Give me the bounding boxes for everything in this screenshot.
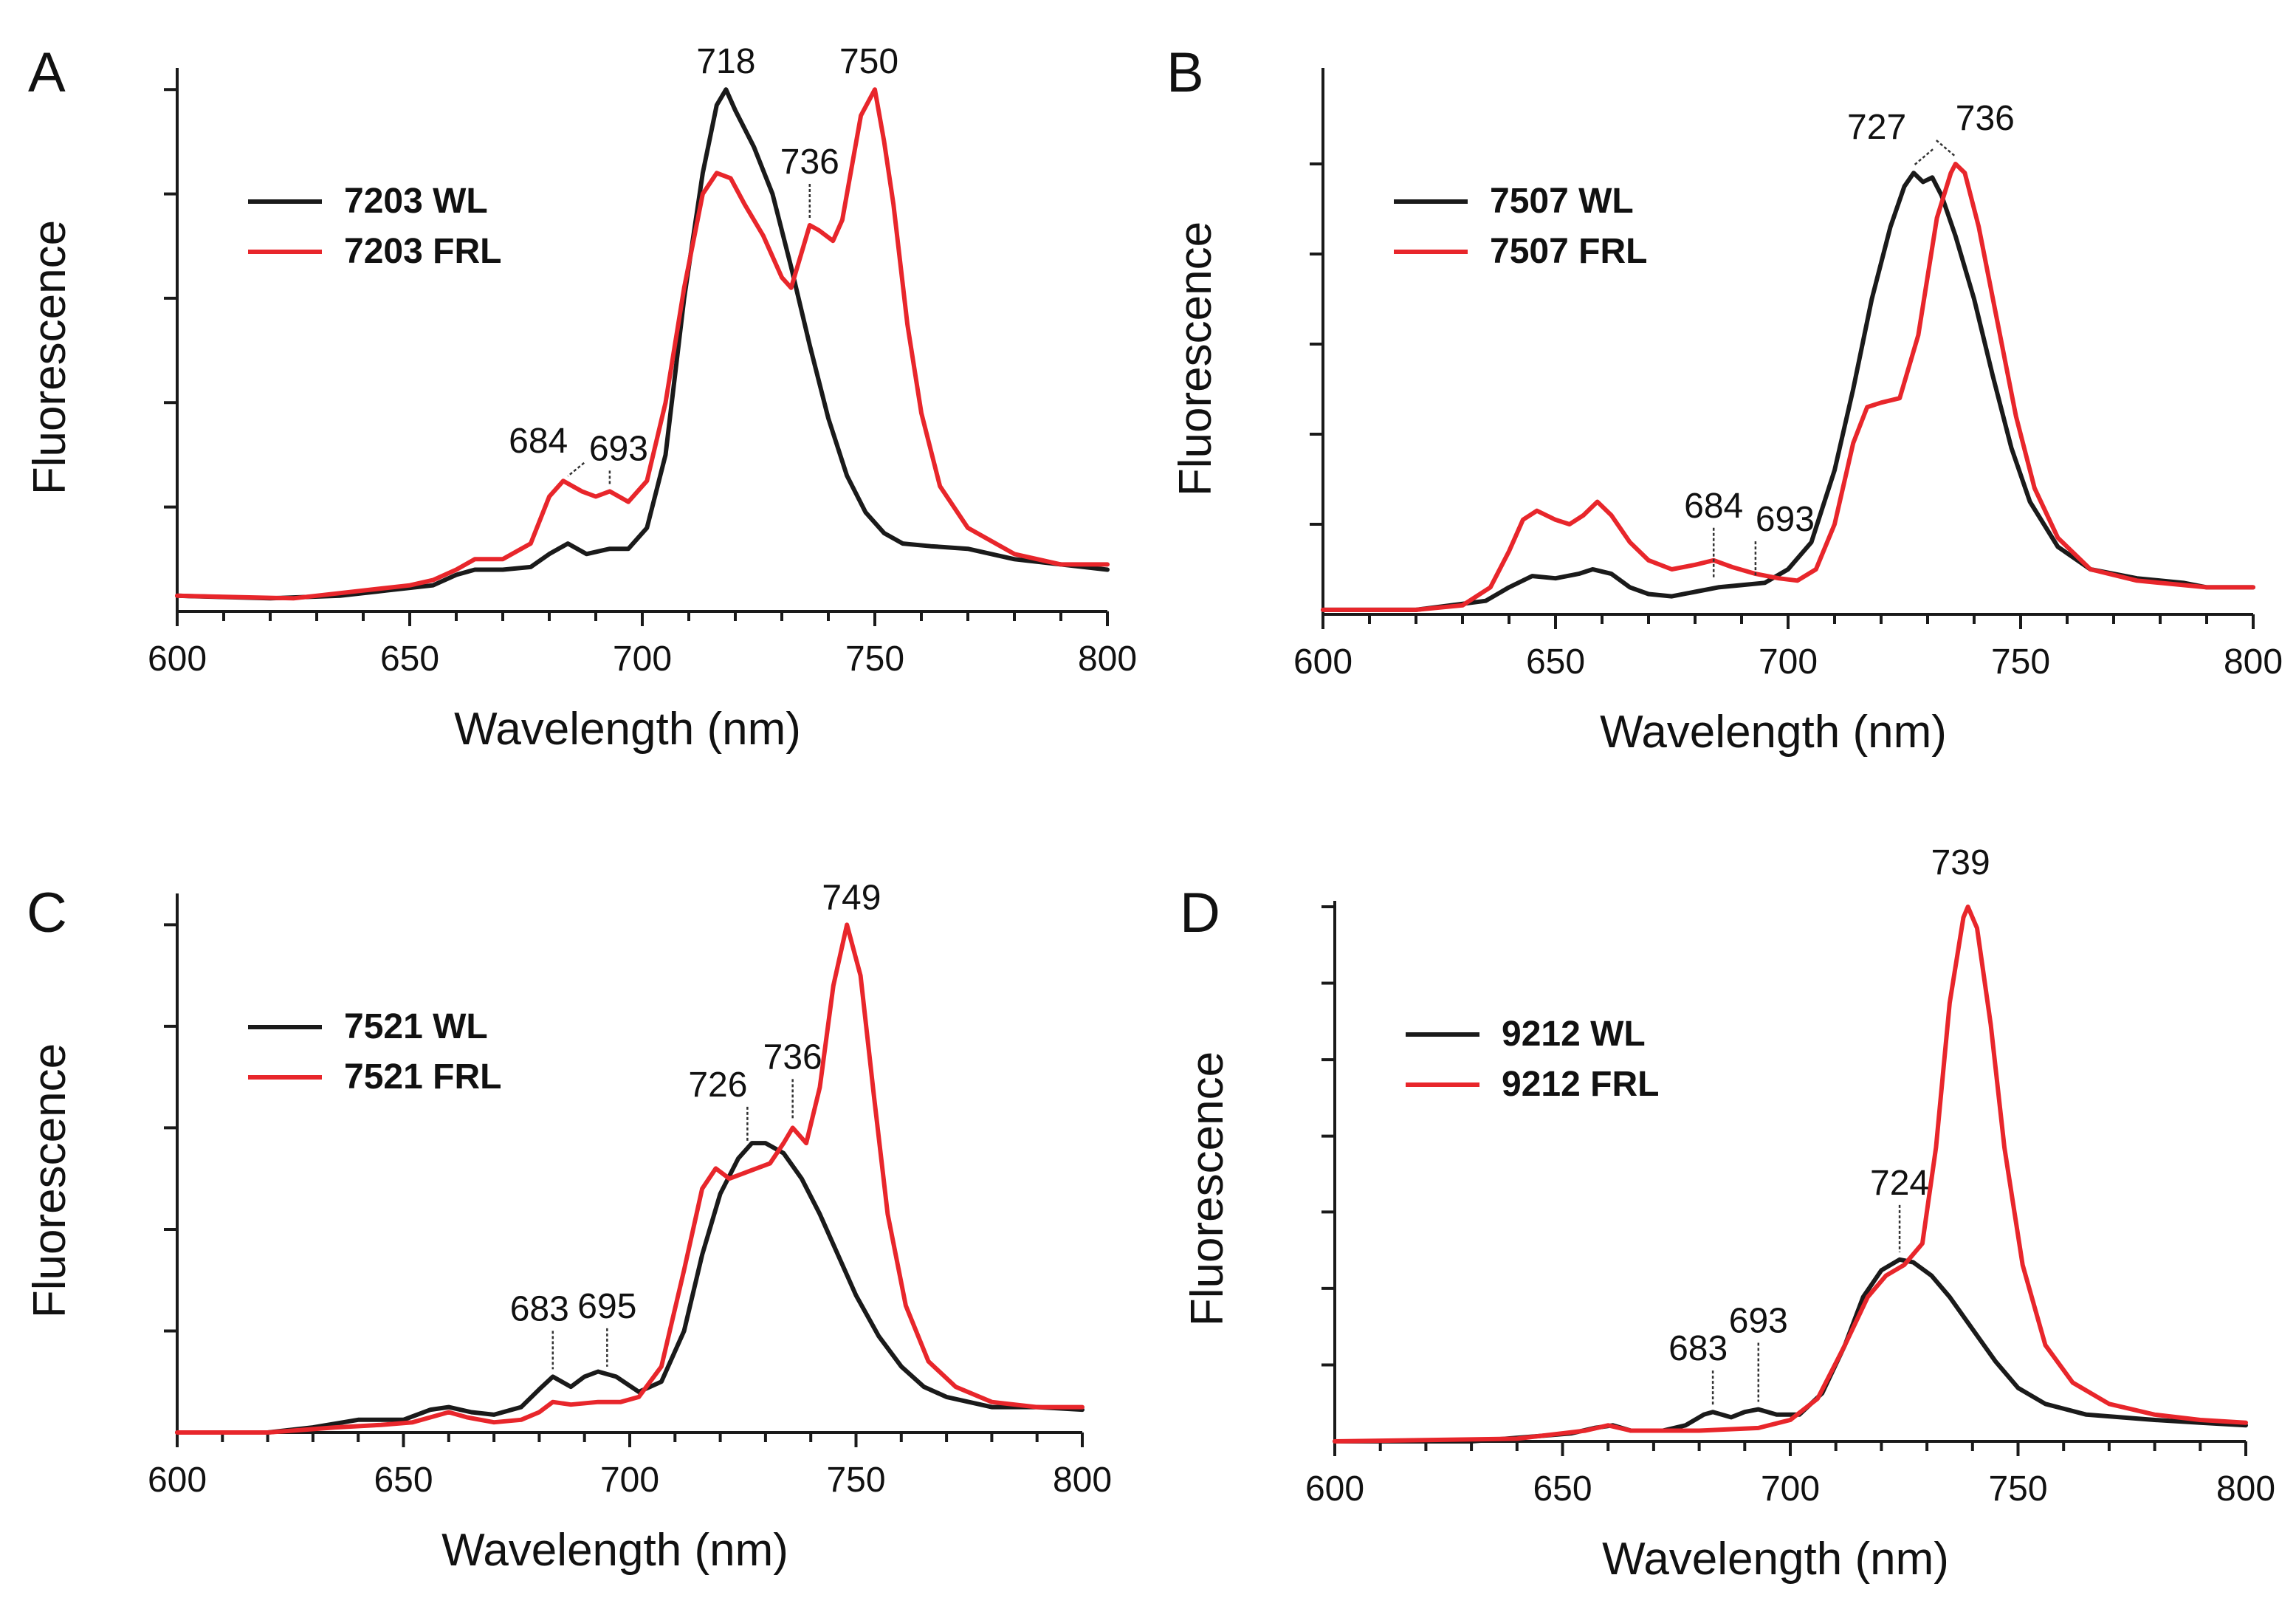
x-tick-label: 600 <box>1305 1469 1364 1509</box>
peak-annotation-label: 750 <box>839 42 898 81</box>
x-axis-title: Wavelength (nm) <box>1600 707 1947 758</box>
series-line-7203-wl <box>175 87 1110 601</box>
peak-annotation-label: 726 <box>688 1066 747 1105</box>
x-tick-label: 600 <box>148 639 207 679</box>
legend-label: 9212 FRL <box>1502 1065 1659 1104</box>
y-axis-title: Fluorescence <box>24 1043 75 1318</box>
x-tick-label: 800 <box>2216 1469 2275 1509</box>
peak-annotation-label: 684 <box>1684 487 1743 526</box>
x-tick-label: 750 <box>845 639 904 679</box>
peak-annotation-label: 736 <box>1956 99 2015 138</box>
x-tick-label: 800 <box>1078 639 1137 679</box>
y-axis-title: Fluorescence <box>1170 222 1221 496</box>
panel-letter: A <box>28 41 66 104</box>
x-tick-label: 700 <box>1761 1469 1820 1509</box>
x-tick-label: 700 <box>1759 642 1818 682</box>
legend-label: 7203 FRL <box>344 232 501 271</box>
peak-annotation-label: 684 <box>509 422 568 461</box>
legend-label: 9212 WL <box>1502 1015 1646 1054</box>
series-line-7521-frl <box>175 922 1085 1435</box>
series-line-7507-frl <box>1321 162 2255 612</box>
x-tick-label: 650 <box>374 1461 433 1500</box>
x-tick-label: 650 <box>380 639 439 679</box>
peak-annotation-label: 683 <box>510 1289 569 1328</box>
x-tick-label: 800 <box>1053 1461 1112 1500</box>
x-tick-label: 600 <box>148 1461 207 1500</box>
peak-annotation-label: 727 <box>1847 108 1906 147</box>
peak-annotation-label: 718 <box>696 42 755 81</box>
legend-label: 7521 WL <box>344 1007 488 1046</box>
x-tick-label: 800 <box>2224 642 2283 682</box>
legend-label: 7521 FRL <box>344 1057 501 1097</box>
peak-annotation-label: 683 <box>1668 1329 1728 1368</box>
peak-annotation-label: 693 <box>1729 1302 1788 1341</box>
peak-annotation-label: 693 <box>589 429 648 468</box>
y-axis-title: Fluorescence <box>24 220 75 495</box>
peak-annotation-label: 693 <box>1756 500 1815 539</box>
x-axis-title: Wavelength (nm) <box>1602 1534 1949 1585</box>
legend-label: 7507 WL <box>1490 182 1634 221</box>
panel-b: B 600 650 700 750 800 Wavelength (nm) Fluoresce… <box>1166 41 2283 758</box>
x-tick-label: 750 <box>826 1461 885 1500</box>
peak-annotation-label: 736 <box>763 1037 822 1077</box>
peak-annotation-label: 749 <box>822 878 881 917</box>
panel-letter: C <box>27 882 67 944</box>
series-line-9212-frl <box>1333 905 2248 1444</box>
series-line-7507-wl <box>1321 171 2255 612</box>
x-tick-label: 700 <box>600 1461 659 1500</box>
annotation-leader <box>567 461 585 477</box>
peak-annotation-label: 736 <box>780 143 839 182</box>
x-tick-label: 600 <box>1293 642 1352 682</box>
series-line-9212-wl <box>1333 1257 2248 1444</box>
y-axis-title: Fluorescence <box>1182 1051 1233 1326</box>
x-tick-label: 650 <box>1526 642 1585 682</box>
panel-a: A 600 650 700 750 800 Wavelength (nm) Fluoresce… <box>24 41 1137 755</box>
series-line-7203-frl <box>175 87 1110 601</box>
panel-d: D 600 650 700 750 800 Wavelength (nm) Fluoresce… <box>1180 843 2275 1585</box>
peak-annotation-label: 739 <box>1931 843 1990 882</box>
x-tick-label: 750 <box>1988 1469 2047 1509</box>
annotation-leader <box>1913 148 1934 167</box>
annotation-leader <box>1935 140 1956 157</box>
panel-letter: D <box>1180 882 1220 944</box>
panel-c: C 600 650 700 750 800 Wavelength (nm) Fluoresce… <box>24 878 1112 1576</box>
x-axis-title: Wavelength (nm) <box>454 704 801 755</box>
x-tick-label: 700 <box>613 639 672 679</box>
series-line-7521-wl <box>175 1141 1085 1435</box>
peak-annotation-label: 724 <box>1870 1164 1929 1203</box>
panel-letter: B <box>1166 41 1204 104</box>
legend-label: 7203 WL <box>344 182 488 221</box>
peak-annotation-label: 695 <box>577 1287 636 1326</box>
x-tick-label: 750 <box>1991 642 2050 682</box>
legend-label: 7507 FRL <box>1490 232 1647 271</box>
x-axis-title: Wavelength (nm) <box>441 1525 788 1576</box>
x-tick-label: 650 <box>1533 1469 1592 1509</box>
